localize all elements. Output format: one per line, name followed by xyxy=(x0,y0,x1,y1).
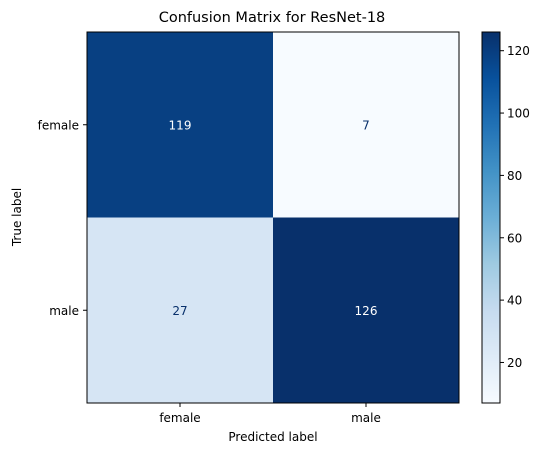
y-tick-label-female: female xyxy=(38,118,79,132)
colorbar xyxy=(481,31,501,404)
cell-female-male xyxy=(273,32,460,218)
colorbar-tick-label-20: 20 xyxy=(507,356,522,370)
cell-male-female xyxy=(87,217,274,404)
matrix-cells xyxy=(87,32,460,404)
cell-female-female xyxy=(87,32,274,218)
cell-value-male-female: 27 xyxy=(172,304,187,318)
x-tick-label-female: female xyxy=(159,411,200,425)
cell-value-male-male: 126 xyxy=(355,304,378,318)
colorbar-tick-label-80: 80 xyxy=(507,169,522,183)
y-axis-label: True label xyxy=(10,188,24,247)
colorbar-tick-label-60: 60 xyxy=(507,231,522,245)
x-tick-label-male: male xyxy=(351,411,381,425)
cell-male-male xyxy=(273,217,460,404)
colorbar-tick-label-100: 100 xyxy=(507,107,530,121)
plot-frame xyxy=(86,31,460,404)
chart-title: Confusion Matrix for ResNet-18 xyxy=(159,10,386,26)
colorbar-tick-label-120: 120 xyxy=(507,44,530,58)
colorbar-tick-label-40: 40 xyxy=(507,294,522,308)
cell-value-female-male: 7 xyxy=(362,118,370,132)
x-axis-ticks: female male xyxy=(159,403,381,425)
colorbar-ticks: 20 40 60 80 100 120 xyxy=(500,44,530,370)
x-axis-label: Predicted label xyxy=(228,430,317,444)
y-axis-ticks: female male xyxy=(38,118,87,318)
cell-value-female-female: 119 xyxy=(169,118,192,132)
y-tick-label-male: male xyxy=(49,304,79,318)
matrix-cell-labels: 119 7 27 126 xyxy=(169,118,378,318)
